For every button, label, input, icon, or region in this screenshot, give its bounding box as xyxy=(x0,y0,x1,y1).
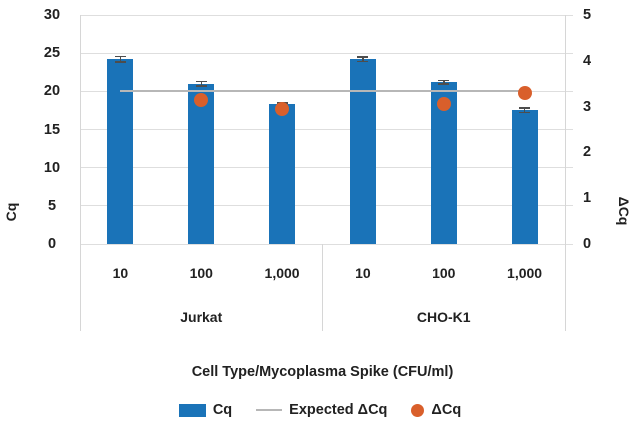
error-bar-cap-bottom xyxy=(114,61,126,63)
right-axis-line xyxy=(565,15,566,244)
expected-delta-cq-line-swatch xyxy=(256,408,283,412)
legend-label-cq: Cq xyxy=(212,402,233,418)
error-bar-cap-bottom xyxy=(357,60,369,63)
error-bar-cap-bottom xyxy=(438,83,450,85)
delta-cq-point xyxy=(275,101,290,116)
gridline xyxy=(80,129,573,130)
x-category-label: 1,000 xyxy=(264,265,300,281)
error-bar-stem xyxy=(200,81,202,86)
right-axis-tick-label: 4 xyxy=(582,52,592,69)
error-bar-stem xyxy=(362,56,364,62)
error-bar-cap-top xyxy=(438,79,450,81)
x-category-label: 10 xyxy=(112,265,129,281)
legend: Cq Expected ΔCq ΔCq xyxy=(0,401,640,419)
cq-bar-swatch xyxy=(178,403,206,417)
left-axis-tick-label: 30 xyxy=(43,7,61,23)
right-axis-tick-label: 3 xyxy=(582,98,592,115)
cq-bar xyxy=(107,59,134,244)
right-axis-tick-label: 1 xyxy=(582,190,592,207)
cq-bar xyxy=(188,83,215,244)
error-bar-cap-top xyxy=(519,107,531,109)
left-axis-tick-label: 15 xyxy=(43,121,61,138)
legend-label-expected-delta-cq: Expected ΔCq xyxy=(289,402,388,418)
error-bar-cap-top xyxy=(195,80,207,83)
error-bar-stem xyxy=(119,56,122,62)
x-category-label: 100 xyxy=(432,265,456,281)
left-axis-line xyxy=(80,15,81,244)
gridline xyxy=(80,167,573,169)
legend-label-delta-cq: ΔCq xyxy=(431,402,462,418)
legend-item-delta-cq: ΔCq xyxy=(411,402,461,418)
left-axis-title: Cq xyxy=(3,202,19,222)
x-axis-title: Cell Type/Mycoplasma Spike (CFU/ml) xyxy=(191,364,454,380)
group-divider xyxy=(79,244,81,331)
gridline xyxy=(80,205,573,207)
gridline xyxy=(80,243,573,245)
error-bar-stem xyxy=(523,108,526,113)
delta-cq-dot-swatch xyxy=(411,403,425,417)
gridline xyxy=(80,14,573,16)
delta-cq-point xyxy=(436,97,451,112)
x-group-label: Jurkat xyxy=(180,309,223,325)
group-divider xyxy=(564,244,566,331)
cq-bar xyxy=(511,110,538,244)
left-axis-tick-label: 20 xyxy=(43,83,61,100)
x-group-label: CHO-K1 xyxy=(416,309,471,325)
left-axis-tick-label: 5 xyxy=(47,197,57,214)
legend-item-expected-delta-cq: Expected ΔCq xyxy=(256,402,387,418)
delta-cq-point xyxy=(517,85,532,100)
left-axis-tick-label: 25 xyxy=(43,45,61,62)
x-category-label: 100 xyxy=(189,265,213,281)
error-bar-cap-bottom xyxy=(519,111,531,114)
legend-item-cq: Cq xyxy=(178,402,233,418)
cq-bar xyxy=(269,104,296,244)
x-category-label: 10 xyxy=(355,265,371,281)
error-bar-cap-top xyxy=(357,56,369,58)
right-axis-tick-label: 5 xyxy=(582,7,592,23)
left-axis-tick-label: 10 xyxy=(43,159,61,176)
group-divider xyxy=(322,244,323,331)
error-bar-cap-top xyxy=(114,55,126,58)
delta-cq-point xyxy=(194,92,209,107)
error-bar-cap-bottom xyxy=(195,85,207,87)
right-axis-tick-label: 2 xyxy=(582,144,592,161)
right-axis-tick-label: 0 xyxy=(582,236,592,252)
x-category-label: 1,000 xyxy=(507,265,543,281)
error-bar-stem xyxy=(443,80,445,85)
cq-bar xyxy=(349,59,376,244)
right-axis-title: ΔCq xyxy=(616,196,632,226)
left-axis-tick-label: 0 xyxy=(47,236,57,252)
expected-delta-cq-line xyxy=(120,90,525,93)
gridline xyxy=(80,52,573,54)
